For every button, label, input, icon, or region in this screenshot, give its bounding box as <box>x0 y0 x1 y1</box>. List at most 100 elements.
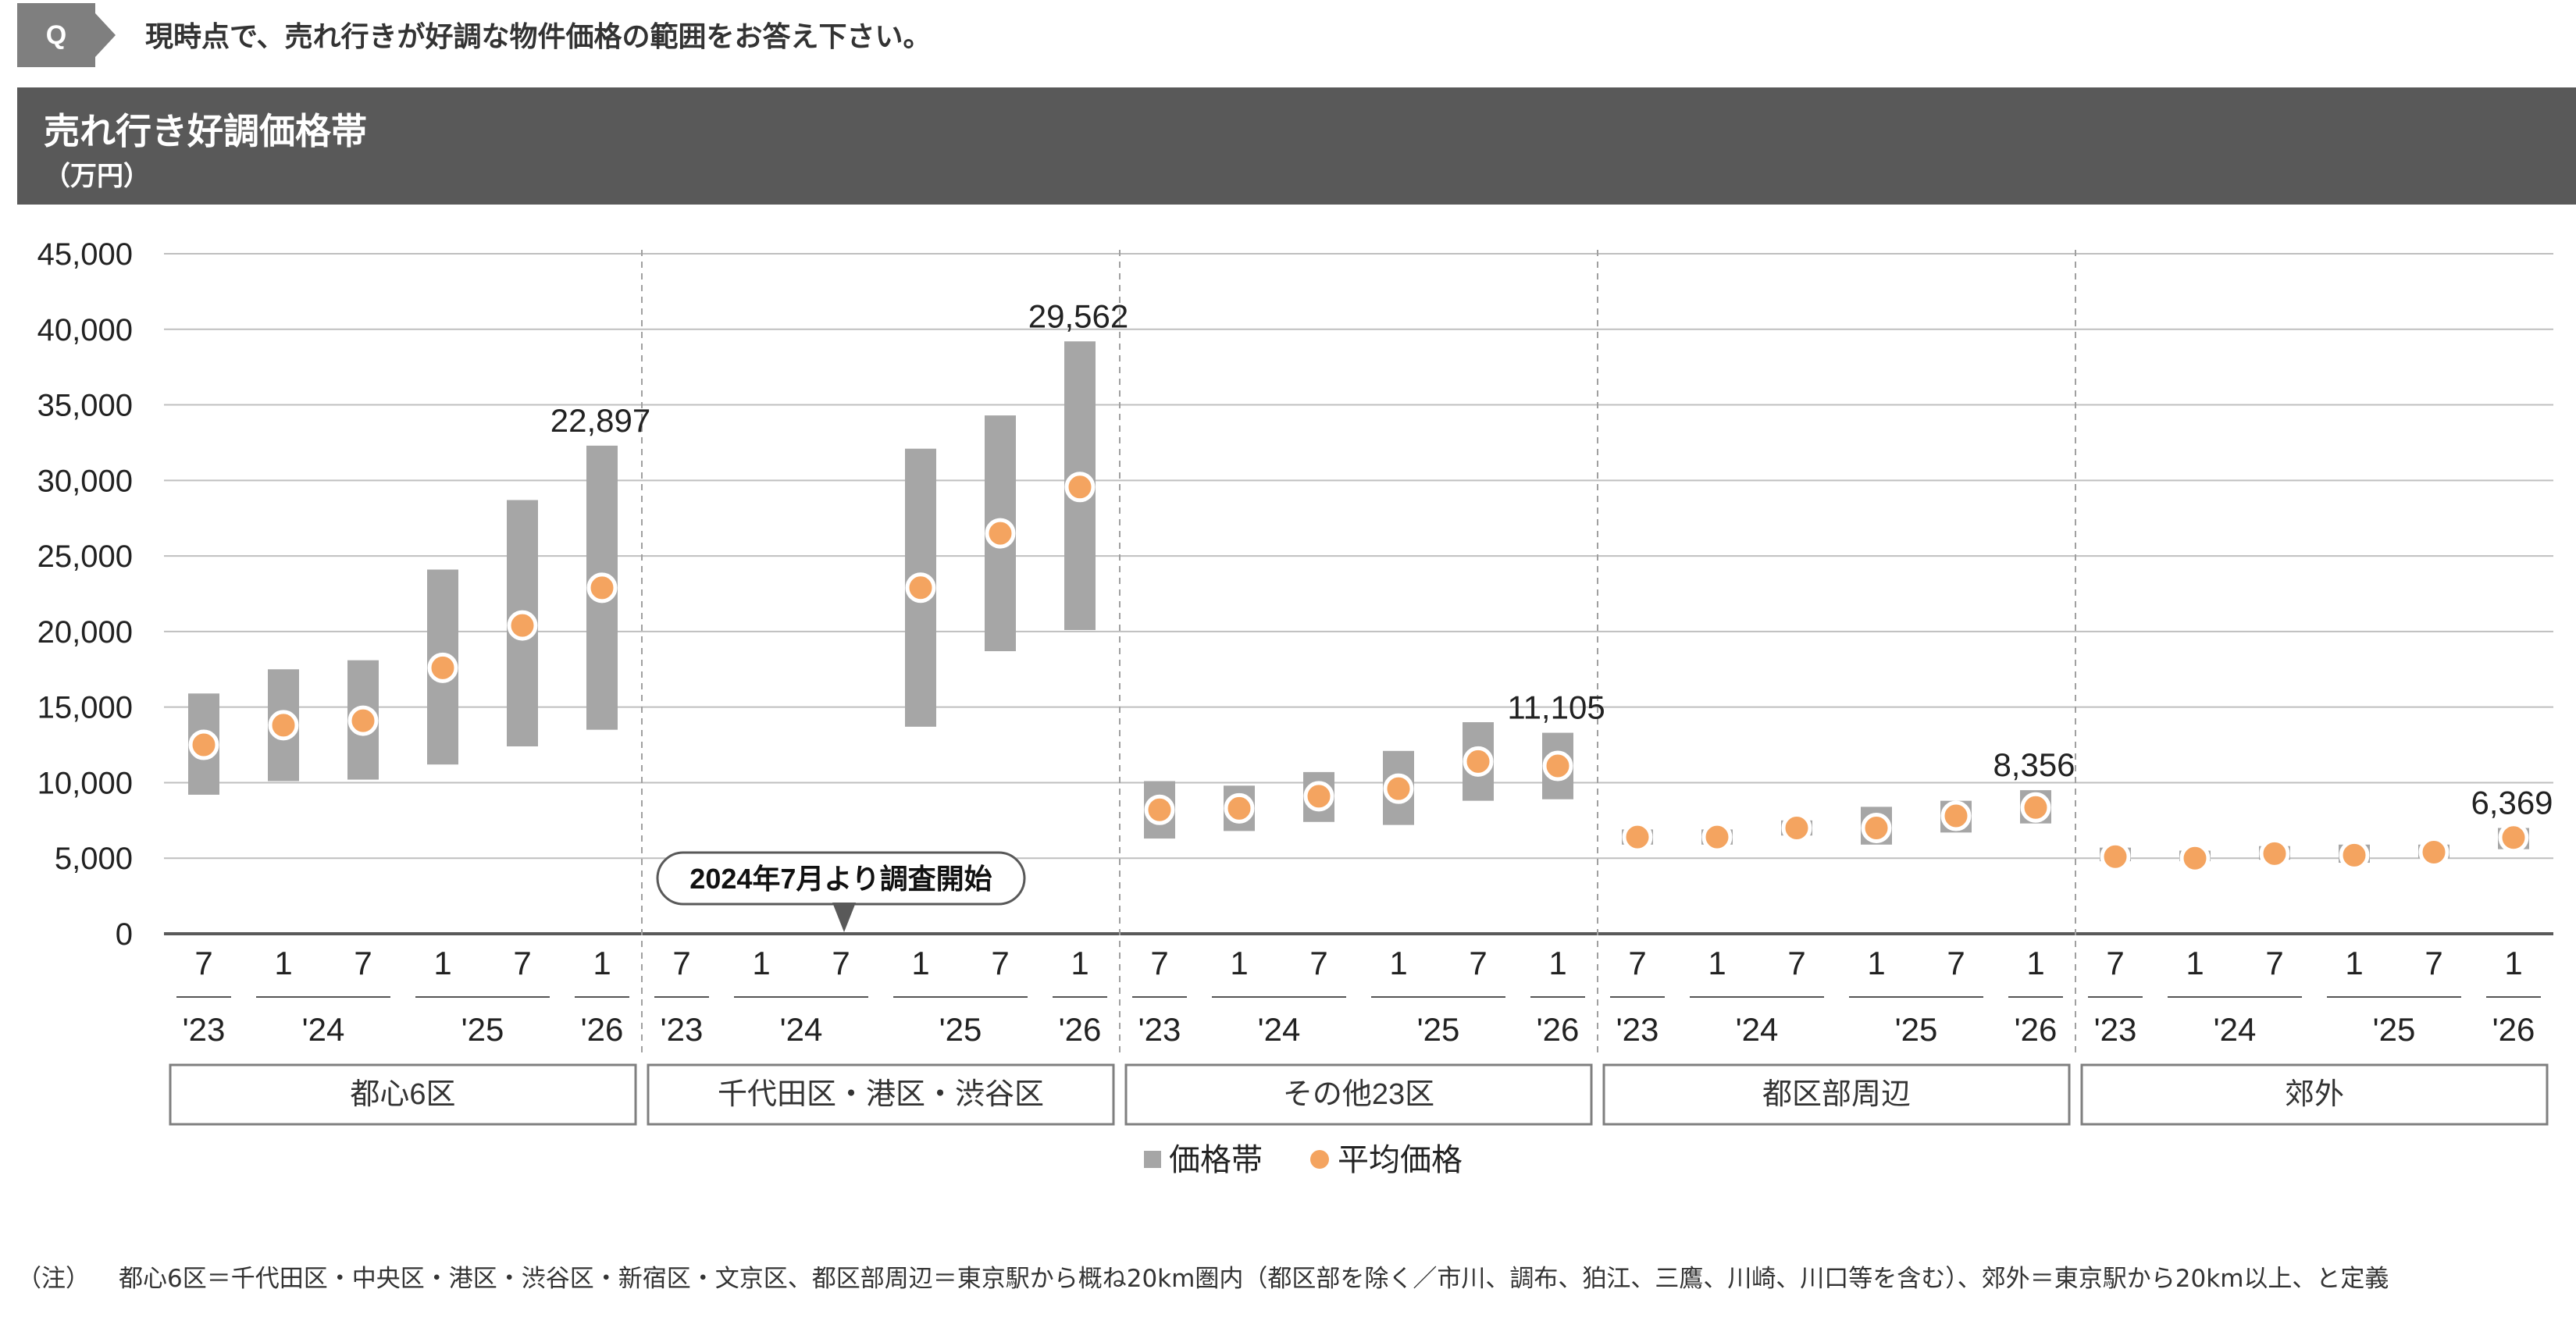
month-tick-label: 1 <box>2345 945 2363 981</box>
year-tick-label: '23 <box>661 1011 704 1048</box>
category-label: 千代田区・港区・渋谷区 <box>718 1078 1044 1111</box>
chart-title: 売れ行き好調価格帯 <box>44 110 367 152</box>
footnote-text: 都心6区＝千代田区・中央区・港区・渋谷区・新宿区・文京区、都区部周辺＝東京駅から… <box>119 1265 2389 1293</box>
year-tick-label: '26 <box>2492 1011 2535 1048</box>
average-point <box>1701 821 1733 853</box>
month-tick-label: 7 <box>513 945 531 981</box>
average-point <box>1383 773 1414 804</box>
average-point <box>268 710 299 741</box>
year-tick-label: '26 <box>1537 1011 1580 1048</box>
average-point <box>1224 792 1255 824</box>
year-tick-label: '23 <box>1138 1011 1181 1048</box>
year-tick-label: '23 <box>2094 1011 2137 1048</box>
month-tick-label: 1 <box>1389 945 1407 981</box>
year-tick-label: '24 <box>302 1011 345 1048</box>
year-tick-label: '25 <box>2373 1011 2416 1048</box>
legend-band-label: 価格帯 <box>1169 1143 1263 1177</box>
month-tick-label: 1 <box>1230 945 1248 981</box>
average-point <box>1940 800 1972 831</box>
callout-pointer <box>832 903 856 932</box>
y-tick-label: 5,000 <box>55 842 133 876</box>
year-tick-label: '25 <box>1895 1011 1938 1048</box>
month-tick-label: 1 <box>2026 945 2044 981</box>
year-tick-label: '24 <box>1258 1011 1301 1048</box>
legend-average-marker <box>1310 1150 1329 1169</box>
average-point <box>2020 792 2051 823</box>
month-tick-label: 7 <box>1309 945 1327 981</box>
month-tick-label: 7 <box>672 945 690 981</box>
category-box <box>169 1063 637 1126</box>
average-point <box>1144 794 1175 825</box>
average-point <box>2339 839 2370 871</box>
month-tick-label: 1 <box>2186 945 2204 981</box>
average-point <box>2498 822 2529 853</box>
average-point <box>427 652 458 683</box>
y-tick-label: 10,000 <box>37 766 133 800</box>
y-tick-label: 20,000 <box>37 615 133 650</box>
y-tick-label: 35,000 <box>37 389 133 423</box>
y-tick-label: 30,000 <box>37 464 133 498</box>
average-point <box>2179 842 2211 874</box>
month-tick-label: 7 <box>2265 945 2283 981</box>
month-tick-label: 7 <box>1787 945 1805 981</box>
average-point <box>905 572 936 604</box>
average-point <box>1861 813 1892 844</box>
month-tick-label: 1 <box>433 945 451 981</box>
month-tick-label: 1 <box>752 945 770 981</box>
month-tick-label: 1 <box>1548 945 1566 981</box>
average-point <box>1463 746 1494 777</box>
category-box <box>1602 1063 2071 1126</box>
y-tick-label: 45,000 <box>37 237 133 272</box>
callout-text: 2024年7月より調査開始 <box>689 863 992 895</box>
average-value-label: 6,369 <box>2471 785 2553 821</box>
year-tick-label: '23 <box>1616 1011 1659 1048</box>
y-tick-label: 25,000 <box>37 539 133 574</box>
month-tick-label: 7 <box>2425 945 2442 981</box>
category-box <box>2080 1063 2549 1126</box>
year-tick-label: '26 <box>2015 1011 2058 1048</box>
category-label: 都心6区 <box>350 1078 455 1111</box>
category-label: 郊外 <box>2285 1078 2344 1111</box>
month-tick-label: 7 <box>2106 945 2124 981</box>
month-tick-label: 1 <box>593 945 611 981</box>
y-tick-label: 15,000 <box>37 691 133 725</box>
average-point <box>1064 472 1096 503</box>
month-tick-label: 7 <box>354 945 372 981</box>
year-tick-label: '24 <box>780 1011 823 1048</box>
average-point <box>2100 841 2131 872</box>
average-point <box>586 572 618 604</box>
year-tick-label: '26 <box>581 1011 624 1048</box>
category-label: 都区部周辺 <box>1762 1078 1911 1111</box>
month-tick-label: 7 <box>1628 945 1646 981</box>
month-tick-label: 7 <box>832 945 850 981</box>
average-value-label: 8,356 <box>1993 746 2075 783</box>
month-tick-label: 7 <box>1150 945 1168 981</box>
footnote-label: （注） <box>17 1265 90 1293</box>
average-value-label: 22,897 <box>550 402 650 439</box>
year-tick-label: '25 <box>461 1011 504 1048</box>
legend-band-marker <box>1144 1151 1161 1168</box>
month-tick-label: 1 <box>1071 945 1088 981</box>
month-tick-label: 1 <box>1867 945 1885 981</box>
average-point <box>188 729 219 760</box>
legend-average-label: 平均価格 <box>1338 1143 1463 1177</box>
year-tick-label: '24 <box>1736 1011 1779 1048</box>
average-point <box>1303 781 1334 812</box>
month-tick-label: 1 <box>274 945 292 981</box>
average-point <box>985 518 1016 549</box>
y-tick-label: 0 <box>116 917 133 952</box>
year-tick-label: '25 <box>1417 1011 1460 1048</box>
month-tick-label: 7 <box>991 945 1009 981</box>
month-tick-label: 1 <box>2504 945 2522 981</box>
average-point <box>1622 821 1653 853</box>
average-point <box>1542 750 1573 782</box>
category-box <box>647 1063 1115 1126</box>
year-tick-label: '26 <box>1059 1011 1102 1048</box>
average-point <box>2259 838 2290 869</box>
category-label: その他23区 <box>1283 1078 1434 1111</box>
average-point <box>1781 813 1812 844</box>
average-value-label: 11,105 <box>1507 689 1605 726</box>
category-box <box>1124 1063 1593 1126</box>
month-tick-label: 7 <box>1947 945 1965 981</box>
average-point <box>347 705 379 736</box>
